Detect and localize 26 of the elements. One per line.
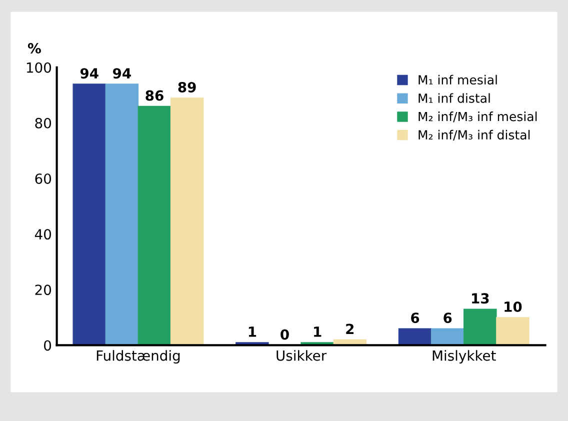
data-label: 89 [178, 82, 196, 92]
data-label: 10 [504, 301, 522, 312]
legend-label: M₂ inf/M₃ inf mesial [418, 112, 537, 122]
x-tick-label: Usikker [276, 350, 327, 361]
data-label: 0 [280, 329, 289, 340]
legend-label: M₂ inf/M₃ inf distal [418, 130, 530, 141]
y-axis-title: % [28, 43, 41, 54]
y-tick-label: 100 [26, 62, 52, 73]
data-label: 86 [146, 90, 164, 101]
legend-label: M₁ inf mesial [418, 74, 497, 85]
data-label: 6 [411, 312, 420, 324]
data-label: 13 [472, 293, 489, 304]
data-label: 1 [248, 326, 256, 337]
x-tick-label: Fuldstændig [96, 350, 180, 364]
data-label: 2 [346, 324, 354, 334]
data-label: 94 [80, 68, 98, 79]
y-tick-label: 0 [44, 340, 52, 351]
data-label: 94 [112, 68, 131, 79]
data-label: 1 [314, 326, 322, 337]
y-tick-label: 20 [35, 284, 52, 296]
legend-label: M₁ inf distal [418, 93, 490, 103]
y-tick-label: 80 [35, 118, 52, 128]
y-tick-label: 40 [34, 229, 52, 240]
x-tick-label: Mislykket [432, 350, 496, 364]
y-tick-label: 60 [35, 173, 52, 184]
data-label: 6 [444, 312, 452, 324]
